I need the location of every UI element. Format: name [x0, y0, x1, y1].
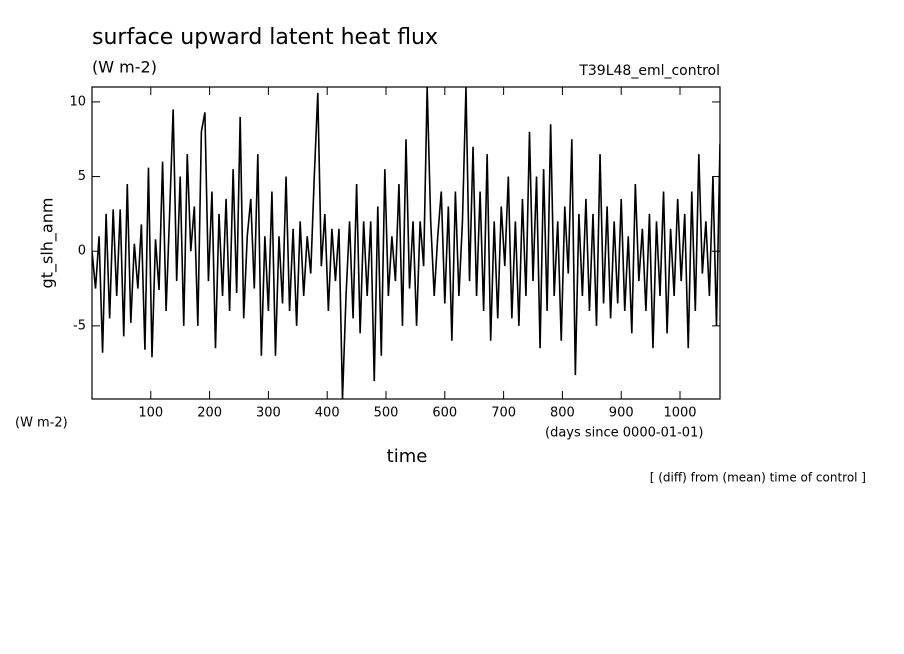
- x-tick-label: 400: [315, 406, 340, 421]
- x-tick-label: 600: [432, 406, 457, 421]
- x-tick-label: 500: [374, 406, 399, 421]
- footnote: [ (diff) from (mean) time of control ]: [650, 471, 866, 485]
- x-tick-label: 700: [491, 406, 516, 421]
- y-axis-label: gt_slh_anm: [38, 198, 58, 289]
- x-tick-label: 100: [138, 406, 163, 421]
- plot-frame: [91, 86, 721, 400]
- y-tick-label: 0: [78, 244, 86, 259]
- x-tick-label: 800: [550, 406, 575, 421]
- run-label: T39L48_eml_control: [578, 63, 720, 79]
- y-tick-label: -5: [73, 318, 86, 333]
- y-unit: (W m-2): [15, 416, 68, 431]
- subtitle: (W m-2): [92, 58, 157, 77]
- y-tick-label: 5: [78, 169, 86, 184]
- y-tick-label: 10: [69, 94, 86, 109]
- x-axis-label: time: [387, 446, 428, 467]
- data-line: [92, 87, 720, 399]
- x-tick-label: 200: [197, 406, 222, 421]
- x-tick-label: 300: [256, 406, 281, 421]
- x-tick-label: 900: [609, 406, 634, 421]
- x-tick-label: 1000: [663, 406, 696, 421]
- x-unit: (days since 0000-01-01): [545, 426, 703, 441]
- chart-title: surface upward latent heat flux: [92, 25, 438, 50]
